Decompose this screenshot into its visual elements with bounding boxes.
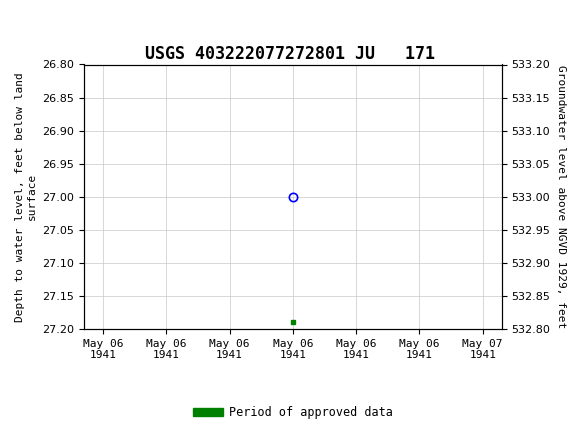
Y-axis label: Groundwater level above NGVD 1929, feet: Groundwater level above NGVD 1929, feet	[556, 65, 566, 329]
Text: ≡USGS: ≡USGS	[9, 10, 90, 31]
Y-axis label: Depth to water level, feet below land
surface: Depth to water level, feet below land su…	[15, 72, 37, 322]
Text: USGS 403222077272801 JU   171: USGS 403222077272801 JU 171	[145, 45, 435, 63]
Legend: Period of approved data: Period of approved data	[188, 401, 397, 424]
